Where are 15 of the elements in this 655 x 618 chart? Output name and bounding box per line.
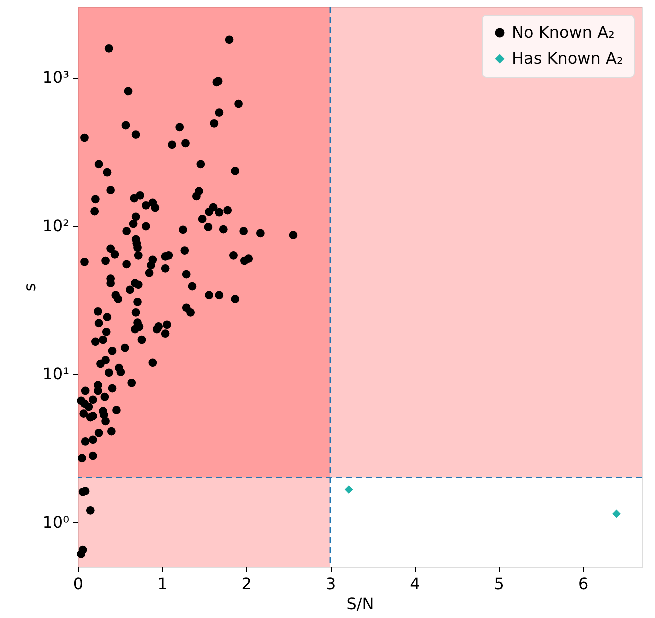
- x-tick-label: 2: [242, 574, 252, 594]
- x-tick-label: 5: [494, 574, 504, 594]
- x-tick-label: 4: [410, 574, 420, 594]
- x-tick-label: 6: [578, 574, 589, 594]
- legend-label: Has Known A₂: [512, 49, 624, 68]
- y-axis-title: s: [20, 283, 40, 292]
- x-tick-label: 0: [73, 574, 84, 594]
- y-tick-label: 10¹: [42, 364, 70, 384]
- x-tick-label: 3: [326, 574, 336, 594]
- x-tick-label: 1: [158, 574, 168, 594]
- legend-label: No Known A₂: [512, 23, 615, 42]
- y-tick-label: 10²: [42, 216, 70, 236]
- x-axis-title: S/N: [346, 594, 374, 614]
- y-tick-label: 10³: [42, 68, 70, 88]
- y-tick-label: 10⁰: [42, 512, 70, 532]
